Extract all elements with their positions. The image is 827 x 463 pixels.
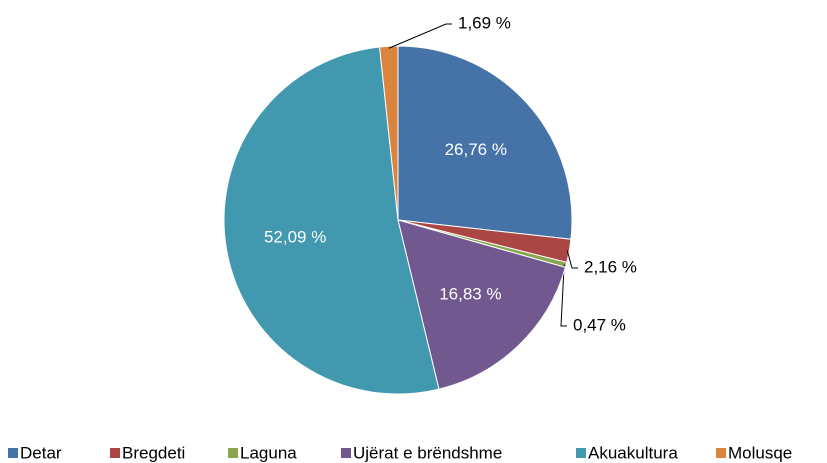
- leader-line: [566, 250, 578, 269]
- legend-label: Laguna: [240, 443, 297, 462]
- leader-line: [560, 264, 567, 327]
- data-label: 16,83 %: [439, 285, 501, 304]
- pie-slice: [397, 45, 573, 240]
- data-label: 1,69 %: [458, 13, 511, 32]
- data-label: 52,09 %: [264, 227, 326, 246]
- legend-label: Bregdeti: [122, 443, 185, 462]
- legend-swatch: [228, 448, 238, 458]
- legend-swatch: [8, 448, 18, 458]
- pie-slice: [379, 45, 399, 221]
- legend-swatch: [341, 448, 351, 458]
- pie-slice: [397, 219, 567, 390]
- leader-line: [388, 23, 452, 49]
- data-label: 0,47 %: [573, 315, 626, 334]
- legend-swatch: [110, 448, 120, 458]
- legend-label: Akuakultura: [588, 443, 678, 462]
- legend-swatch: [576, 448, 586, 458]
- legend-label: Ujërat e brëndshme: [353, 443, 502, 462]
- data-label: 2,16 %: [584, 257, 637, 276]
- data-label: 26,76 %: [445, 140, 507, 159]
- legend-label: Detar: [20, 443, 62, 462]
- legend-swatch: [716, 448, 726, 458]
- legend-label: Molusqe: [728, 443, 792, 462]
- pie-slice: [223, 46, 440, 395]
